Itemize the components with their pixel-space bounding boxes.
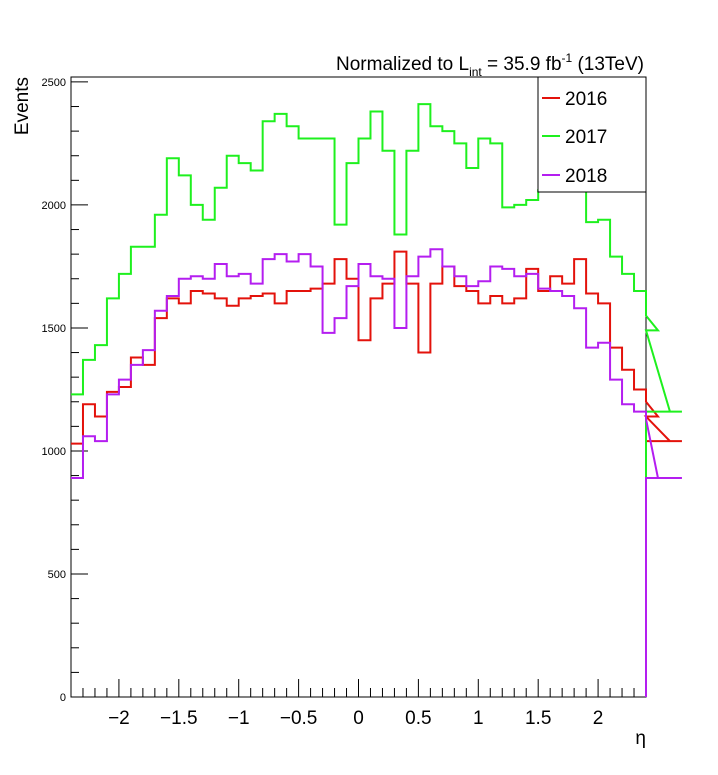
y-tick-label: 1000 (42, 446, 66, 458)
y-tick-label: 1500 (42, 323, 66, 335)
x-tick-label: −0.5 (280, 708, 318, 729)
x-tick-label: 2 (593, 708, 604, 729)
title-equation: = 35.9 fb (482, 54, 562, 75)
series-2016-line (71, 250, 682, 697)
x-tick-label: −1.5 (160, 708, 198, 729)
x-tick-label: −1 (228, 708, 250, 729)
x-tick-label: 1.5 (525, 708, 551, 729)
y-axis-title: Events (12, 77, 33, 135)
series-2018-line (71, 248, 682, 697)
x-tick-label: −2 (108, 708, 130, 729)
chart-title: Normalized to Lint = 35.9 fb-1 (13TeV) (336, 51, 644, 79)
legend-box (537, 76, 647, 193)
y-tick-label: 500 (48, 569, 66, 581)
series-2017-line (71, 103, 682, 697)
x-axis-ticks (70, 679, 647, 697)
legend-label-2016: 2016 (565, 89, 607, 110)
title-tail: (13TeV) (572, 54, 644, 75)
title-main: Normalized to L (336, 54, 469, 75)
x-tick-label: 1 (473, 708, 484, 729)
series-2016 (71, 250, 682, 697)
x-axis-tick-labels: −2 −1.5 −1 −0.5 0 0.5 1 1.5 2 (108, 708, 603, 729)
title-subscript: int (469, 65, 482, 79)
x-tick-label: 0 (353, 708, 364, 729)
y-tick-label: 2000 (42, 200, 66, 212)
legend-label-2018: 2018 (565, 166, 607, 187)
y-tick-label: 2500 (42, 77, 66, 89)
title-superscript: -1 (562, 51, 573, 65)
series-2017 (71, 103, 682, 697)
histogram-series (71, 103, 682, 697)
x-axis-title: η (635, 728, 646, 749)
series-2018 (71, 248, 682, 697)
x-tick-label: 0.5 (405, 708, 431, 729)
y-axis-ticks (71, 81, 88, 698)
y-tick-label: 0 (60, 692, 66, 704)
y-axis-tick-labels: 0 500 1000 1500 2000 2500 (42, 77, 66, 704)
legend: 2016 2017 2018 (537, 76, 647, 193)
legend-label-2017: 2017 (565, 127, 607, 148)
